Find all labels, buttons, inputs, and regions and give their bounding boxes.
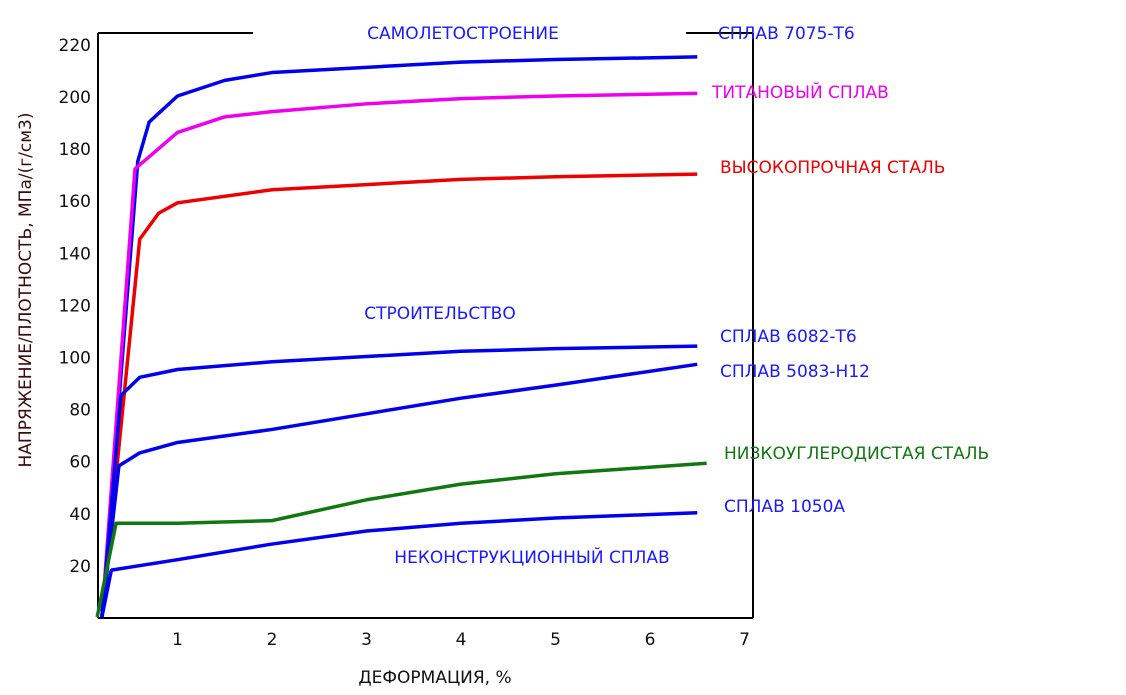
y-tick-label: 60 <box>69 453 91 473</box>
y-tick-label: 120 <box>59 296 91 316</box>
x-tick-label: 1 <box>172 630 183 650</box>
series-label: СПЛАВ 7075-Т6 <box>718 24 855 44</box>
annotation-aircraft: САМОЛЕТОСТРОЕНИЕ <box>367 24 559 44</box>
series-line <box>100 511 698 618</box>
series-line <box>100 362 698 618</box>
series-line <box>100 55 698 618</box>
y-tick-label: 140 <box>59 244 91 264</box>
y-tick-label: 220 <box>59 36 91 56</box>
series-line <box>100 172 698 618</box>
x-tick-label: 3 <box>361 630 372 650</box>
series-label: НИЗКОУГЛЕРОДИСТАЯ СТАЛЬ <box>724 444 989 464</box>
series-label: СПЛАВ 1050А <box>724 497 845 517</box>
x-tick-label: 4 <box>456 630 467 650</box>
y-tick-label: 200 <box>59 88 91 108</box>
annotation-non-structural: НЕКОНСТРУКЦИОННЫЙ СПЛАВ <box>394 546 669 568</box>
series-label: ВЫСОКОПРОЧНАЯ СТАЛЬ <box>720 158 945 178</box>
series-label: ТИТАНОВЫЙ СПЛАВ <box>711 81 889 103</box>
x-tick-label: 6 <box>645 630 656 650</box>
chart-frame <box>97 32 754 619</box>
series-label: СПЛАВ 5083-Н12 <box>720 362 870 382</box>
x-axis-label: ДЕФОРМАЦИЯ, % <box>358 668 511 688</box>
annotation-construction: СТРОИТЕЛЬСТВО <box>364 304 515 324</box>
x-tick-label: 2 <box>267 630 278 650</box>
series-line <box>100 344 698 618</box>
x-tick-label: 5 <box>550 630 561 650</box>
y-axis-label: НАПРЯЖЕНИЕ/ПЛОТНОСТЬ, МПа/(г/см3) <box>16 112 36 467</box>
y-tick-label: 40 <box>69 505 91 525</box>
series-line <box>95 461 707 618</box>
series-line <box>100 91 698 618</box>
y-tick-label: 180 <box>59 140 91 160</box>
y-tick-label: 100 <box>59 349 91 369</box>
y-tick-label: 80 <box>69 401 91 421</box>
y-tick-label: 160 <box>59 192 91 212</box>
x-tick-label: 7 <box>739 630 750 650</box>
y-tick-label: 20 <box>69 557 91 577</box>
series-label: СПЛАВ 6082-Т6 <box>720 327 857 347</box>
